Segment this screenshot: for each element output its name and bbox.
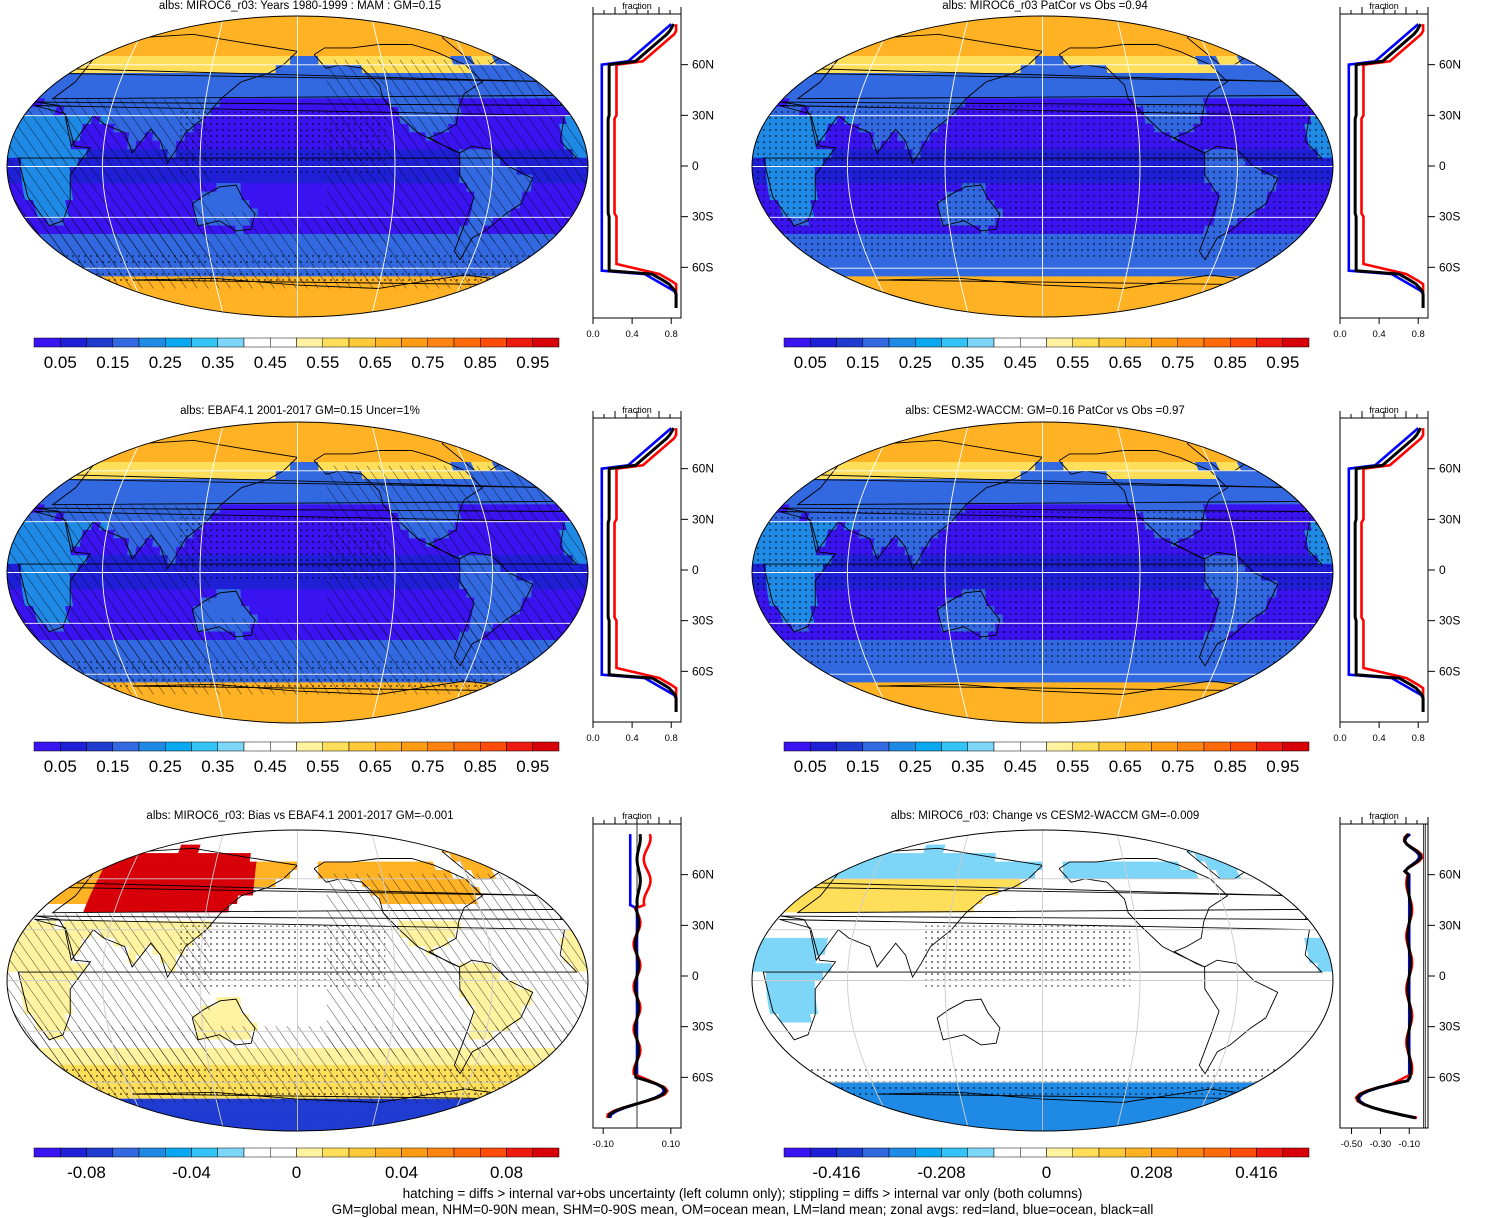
colorbar-5: -0.08 -0.04 0 0.04 0.08 (33, 1147, 560, 1182)
map-panel-5 (6, 829, 589, 1132)
colorbar-6: -0.416 -0.208 0 0.208 0.416 (783, 1147, 1310, 1182)
map-panel-1 (6, 15, 589, 318)
panel-5-title: albs: MIROC6_r03: Bias vs EBAF4.1 2001-2… (146, 810, 454, 822)
colorbar-1: 0.05 0.15 0.25 0.35 0.45 0.55 0.65 0.75 0.85 0.95… (33, 337, 570, 372)
colorbar-2: 0.05 0.15 0.25 0.35 0.45 0.55 0.65 0.75 0.85 0.95… (783, 337, 1320, 372)
footer-note-definitions: GM=global mean, NHM=0-90N mean, SHM=0-90… (331, 1202, 1154, 1217)
panel-2-title: albs: MIROC6_r03 PatCor vs Obs =0.94 (942, 0, 1148, 12)
map-panel-2 (751, 15, 1334, 318)
colorbar-3: 0.05 0.15 0.25 0.35 0.45 0.55 0.65 0.75 0.85 0.95… (33, 741, 570, 776)
footer-note-hatching: hatching = diffs > internal var+obs unce… (402, 1186, 1083, 1201)
colorbar-4: 0.05 0.15 0.25 0.35 0.45 0.55 0.65 0.75 0.85 0.95… (783, 741, 1320, 776)
panel-4-title: albs: CESM2-WACCM: GM=0.16 PatCor vs Obs… (905, 405, 1185, 417)
panel-1-title: albs: MIROC6_r03: Years 1980-1999 : MAM … (158, 0, 442, 12)
map-panel-6 (751, 829, 1334, 1132)
panel-3-title: albs: EBAF4.1 2001-2017 GM=0.15 Uncer=1% (180, 405, 420, 417)
panel-6-title: albs: MIROC6_r03: Change vs CESM2-WACCM … (890, 810, 1200, 822)
map-panel-4 (751, 421, 1334, 724)
map-panel-3 (6, 421, 589, 724)
